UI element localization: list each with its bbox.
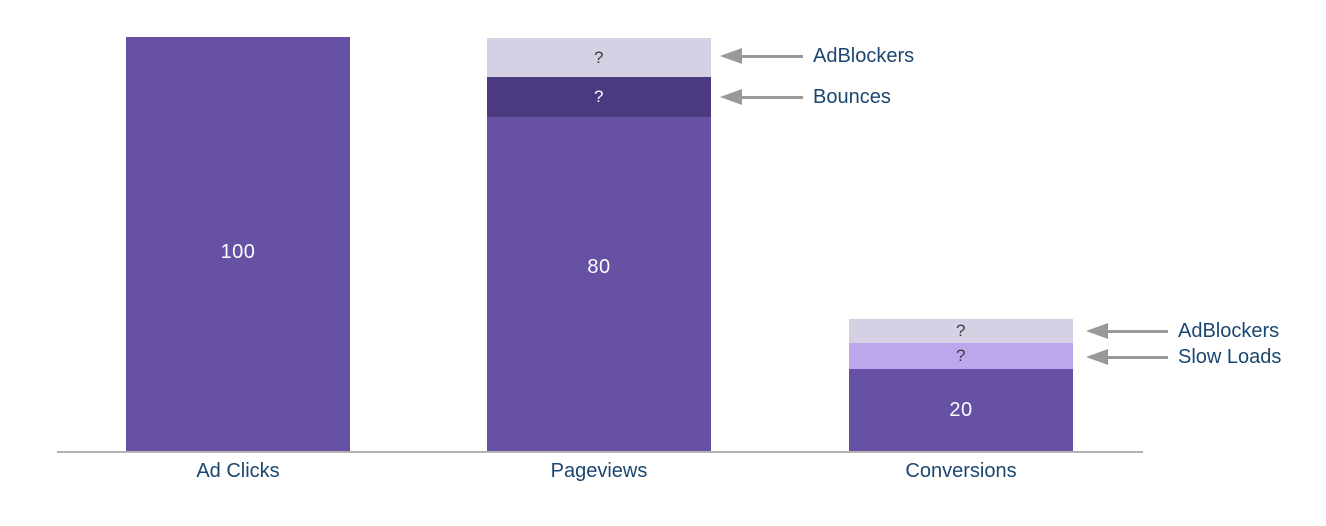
category-label-conversions: Conversions xyxy=(905,460,1017,482)
bar-segment-conversions-slow-loads: ? xyxy=(849,343,1073,369)
bar-value-label: ? xyxy=(956,321,966,340)
bar-value-label: ? xyxy=(956,346,966,365)
annotation-label: AdBlockers xyxy=(813,44,915,67)
arrow-left-icon xyxy=(1086,323,1108,339)
arrow-left-icon xyxy=(1086,349,1108,365)
x-axis-line xyxy=(57,451,1143,453)
category-label-pageviews: Pageviews xyxy=(550,460,648,482)
arrow-line xyxy=(742,95,803,99)
category-label-ad-clicks: Ad Clicks xyxy=(196,460,280,482)
annotation-label: AdBlockers xyxy=(1178,319,1280,342)
bar-segment-ad-clicks: 100 xyxy=(126,37,350,452)
bar-value-label: ? xyxy=(594,87,604,106)
bar-segment-conversions-adblockers: ? xyxy=(849,319,1073,343)
annotation-conversions-slow-loads: Slow Loads xyxy=(1086,346,1281,368)
annotation-label: Slow Loads xyxy=(1178,345,1282,368)
arrow-left-icon xyxy=(720,89,742,105)
arrow-line xyxy=(1108,329,1168,333)
arrow-line xyxy=(1108,355,1168,359)
annotation-label: Bounces xyxy=(813,85,891,108)
bar-segment-conversions: 20 xyxy=(849,369,1073,452)
bar-segment-pageviews: 80 xyxy=(487,117,711,452)
arrow-line xyxy=(742,54,803,58)
annotation-pageviews-bounces: Bounces xyxy=(720,86,891,108)
bar-value-label: ? xyxy=(594,47,604,67)
bar-value-label: 20 xyxy=(949,399,973,421)
bar-segment-pageviews-adblockers: ? xyxy=(487,38,711,77)
annotation-conversions-adblockers: AdBlockers xyxy=(1086,320,1279,342)
bar-value-label: 100 xyxy=(220,241,256,263)
bar-value-label: 80 xyxy=(587,256,611,278)
bar-segment-pageviews-bounces: ? xyxy=(487,77,711,117)
arrow-left-icon xyxy=(720,48,742,64)
annotation-pageviews-adblockers: AdBlockers xyxy=(720,45,914,67)
